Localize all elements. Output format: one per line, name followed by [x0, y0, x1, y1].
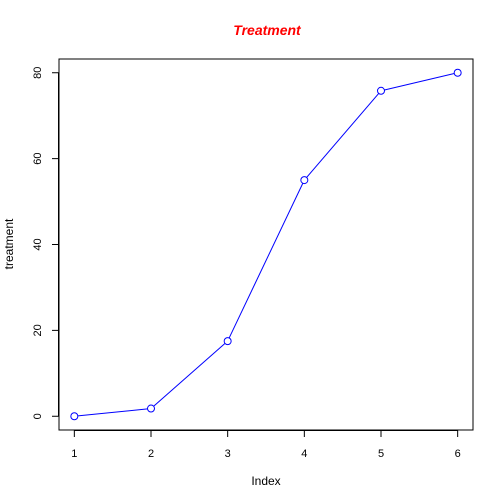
data-point — [147, 404, 155, 413]
x-tick-label: 3 — [225, 448, 231, 460]
x-tick-label: 5 — [378, 448, 384, 460]
data-point — [300, 176, 309, 185]
series-line-segment — [228, 183, 304, 339]
y-axis-label: treatment — [2, 218, 16, 269]
series-layer — [70, 68, 462, 421]
x-axis: 1 2 3 4 5 6 — [71, 430, 461, 460]
data-point — [223, 337, 232, 346]
series-line-segment — [306, 93, 380, 178]
x-tick-label: 2 — [148, 448, 154, 460]
series-line-segment — [384, 73, 455, 91]
y-tick-label: 40 — [32, 238, 44, 250]
data-point — [453, 68, 462, 77]
y-tick-label: 60 — [32, 152, 44, 164]
y-tick-label: 20 — [32, 324, 44, 336]
y-tick-label: 80 — [32, 67, 44, 79]
series-line-segment — [77, 408, 148, 417]
data-point — [70, 412, 79, 421]
plot-frame — [58, 58, 474, 431]
x-tick-label: 4 — [301, 448, 307, 460]
x-tick-label: 1 — [71, 448, 77, 460]
data-point — [377, 86, 385, 95]
y-axis: 0 20 40 60 80 — [32, 67, 59, 419]
x-tick-label: 6 — [455, 448, 461, 460]
chart-title: Treatment — [233, 22, 302, 38]
x-axis-label: Index — [251, 474, 280, 488]
series-line-segment — [153, 343, 226, 407]
y-tick-label: 0 — [32, 413, 44, 419]
